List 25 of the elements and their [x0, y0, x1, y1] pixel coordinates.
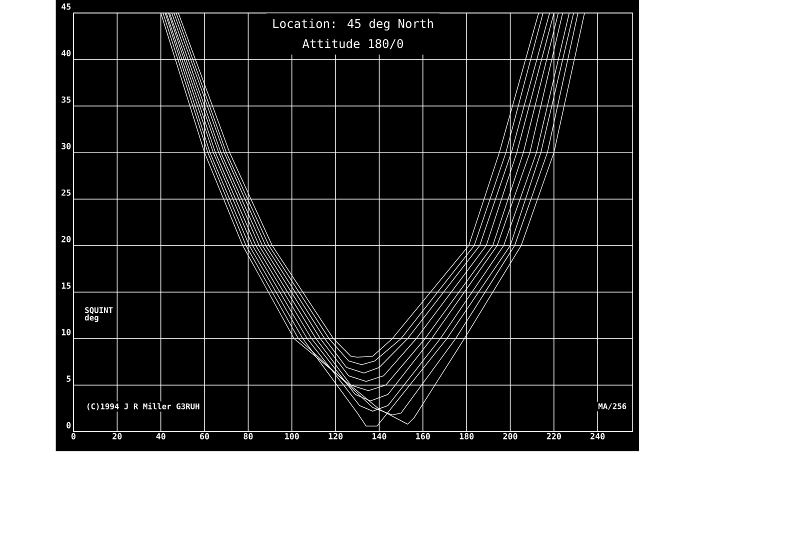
- text: Attitude 180/0: [302, 38, 403, 50]
- y-tick-label: 35: [62, 96, 71, 103]
- y-tick-label: 15: [62, 282, 71, 289]
- x-tick-label: 140: [372, 432, 386, 440]
- y-tick-label: 10: [62, 328, 71, 336]
- x-tick-label: 40: [156, 432, 166, 440]
- x-tick-label: 0: [71, 432, 76, 440]
- y-tick-label: 45: [62, 3, 71, 10]
- y-tick-label: 30: [62, 142, 71, 150]
- x-tick-label: 200: [503, 432, 518, 440]
- x-tick-label: 240: [590, 432, 605, 440]
- x-tick-label: 100: [285, 432, 299, 440]
- x-tick-label: 180: [460, 432, 474, 440]
- y-tick-label: 0: [66, 422, 71, 428]
- x-tick-label: 60: [200, 432, 210, 440]
- x-tick-label: 120: [328, 432, 343, 440]
- x-tick-label: 160: [416, 432, 430, 440]
- x-tick-label: 220: [546, 432, 561, 440]
- x-tick-label: 80: [244, 432, 253, 440]
- y-tick-label: 25: [62, 189, 71, 196]
- y-tick-label: 5: [66, 376, 71, 382]
- y-tick-label: 40: [62, 50, 71, 56]
- x-tick-label: 20: [112, 432, 122, 440]
- y-tick-label: 20: [62, 236, 71, 242]
- chart-title: Location: 45 deg North: [273, 18, 433, 30]
